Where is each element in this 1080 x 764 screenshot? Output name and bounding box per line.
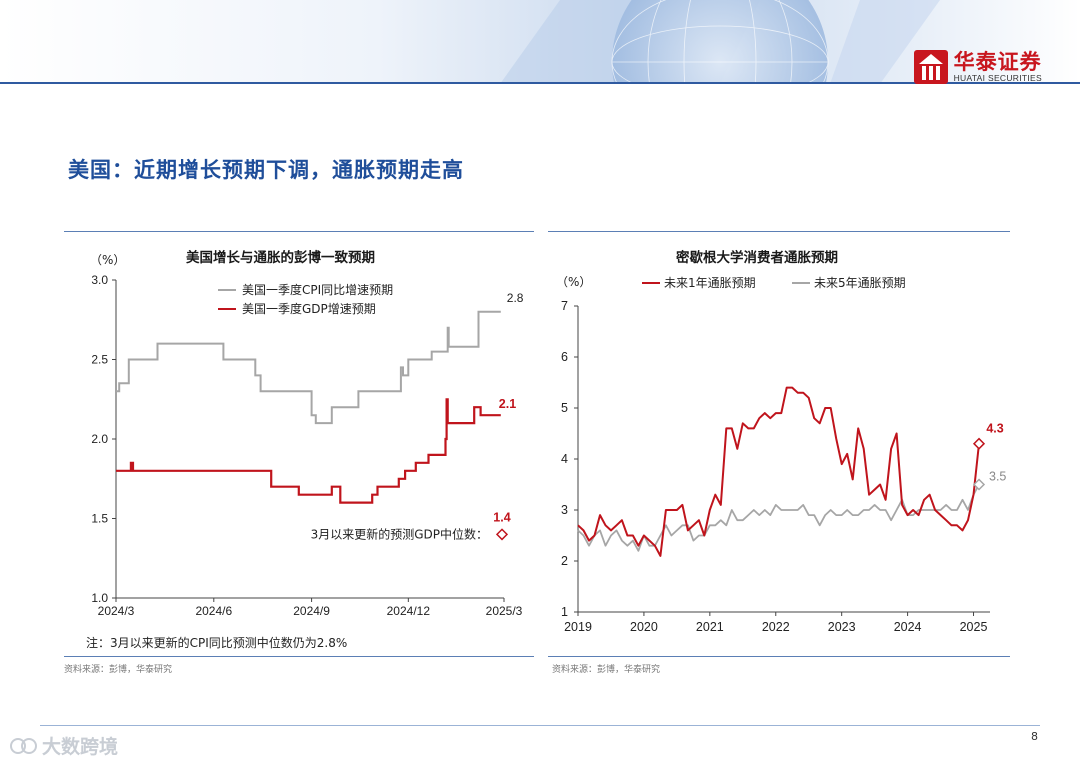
- legend-label: 未来1年通胀预期: [664, 276, 756, 290]
- brand-subtitle: HUATAI SECURITIES: [953, 73, 1042, 83]
- huatai-logo-icon: [913, 50, 948, 84]
- watermark: 大数跨境: [10, 732, 118, 759]
- one-year-end-marker: [972, 437, 986, 450]
- brand-name: 华泰证券: [953, 50, 1042, 74]
- five-year-end-label: 3.5: [989, 470, 1006, 484]
- annotation-text: 3月以来更新的预测GDP中位数：: [311, 526, 488, 541]
- x-tick-label: 2025: [960, 620, 988, 634]
- watermark-icon: [10, 737, 37, 754]
- cpi-end-label: 2.8: [507, 291, 524, 305]
- right-chart-title: 密歇根大学消费者通胀预期: [676, 250, 838, 266]
- x-tick-label: 2024/3: [98, 604, 135, 618]
- footer-rule: [40, 725, 1040, 726]
- x-tick-label: 2021: [696, 620, 724, 634]
- cpi-expectation-line: [116, 310, 501, 425]
- y-tick-label: 1.0: [91, 591, 108, 605]
- legend-label: 未来5年通胀预期: [814, 276, 906, 290]
- header-banner: [0, 0, 1080, 84]
- x-tick-label: 2024/6: [195, 604, 232, 618]
- one-year-end-label: 4.3: [986, 422, 1003, 436]
- y-tick-label: 2.5: [91, 353, 108, 367]
- annotation-marker: [495, 528, 509, 541]
- legend-label: 美国一季度CPI同比增速预期: [242, 282, 393, 297]
- left-chart-title: 美国增长与通胀的彭博一致预期: [186, 250, 375, 266]
- gdp-end-label: 2.1: [499, 397, 516, 411]
- x-tick-label: 2024/9: [293, 604, 330, 618]
- left-chart-note: 注：3月以来更新的CPI同比预测中位数仍为2.8%: [86, 636, 348, 650]
- y-tick-label: 1.5: [91, 512, 108, 526]
- y-tick-label: 4: [561, 452, 568, 466]
- x-tick-label: 2025/3: [486, 604, 523, 618]
- right-panel-bottom-rule: [548, 656, 1010, 657]
- y-tick-label: 3: [561, 503, 568, 517]
- y-tick-label: 2: [561, 554, 568, 568]
- x-tick-label: 2019: [564, 620, 592, 634]
- page-number: 8: [1031, 730, 1038, 743]
- right-panel-top-rule: [548, 231, 1010, 232]
- y-tick-label: 1: [561, 605, 568, 619]
- watermark-text: 大数跨境: [42, 736, 119, 758]
- annotation-value: 1.4: [493, 510, 510, 524]
- gdp-expectation-line: [116, 398, 501, 504]
- right-source: 资料来源：彭博，华泰研究: [552, 665, 661, 675]
- y-tick-label: 3.0: [91, 273, 108, 287]
- y-unit-label: （%）: [556, 275, 591, 289]
- x-tick-label: 2022: [762, 620, 790, 634]
- x-tick-label: 2023: [828, 620, 856, 634]
- x-tick-label: 2024/12: [387, 604, 431, 618]
- legend-label: 美国一季度GDP增速预期: [242, 301, 376, 316]
- right-chart: （%） 1 2 3 4 5 6 7 2019 2020 2021 2022 2023 2024 2025 未来…: [556, 275, 1006, 634]
- y-tick-label: 5: [561, 401, 568, 415]
- left-source: 资料来源：彭博，华泰研究: [64, 665, 173, 675]
- y-tick-label: 6: [561, 350, 568, 364]
- x-tick-label: 2020: [630, 620, 658, 634]
- y-tick-label: 2.0: [91, 432, 108, 446]
- y-tick-label: 7: [561, 299, 568, 313]
- page-title: 美国：近期增长预期下调，通胀预期走高: [68, 158, 464, 182]
- five-year-end-marker: [972, 478, 986, 491]
- five-year-expectation-line: [577, 484, 980, 552]
- left-panel-top-rule: [64, 231, 534, 232]
- one-year-expectation-line: [577, 386, 980, 557]
- left-chart: （%） 1.0 1.5 2.0 2.5 3.0 2024/3 2024/6 2024/9 2024…: [90, 253, 524, 618]
- x-tick-label: 2024: [894, 620, 922, 634]
- y-unit-label: （%）: [90, 253, 125, 267]
- brand-logo: 华泰证券 HUATAI SECURITIES: [913, 50, 1042, 84]
- left-panel-bottom-rule: [64, 656, 534, 657]
